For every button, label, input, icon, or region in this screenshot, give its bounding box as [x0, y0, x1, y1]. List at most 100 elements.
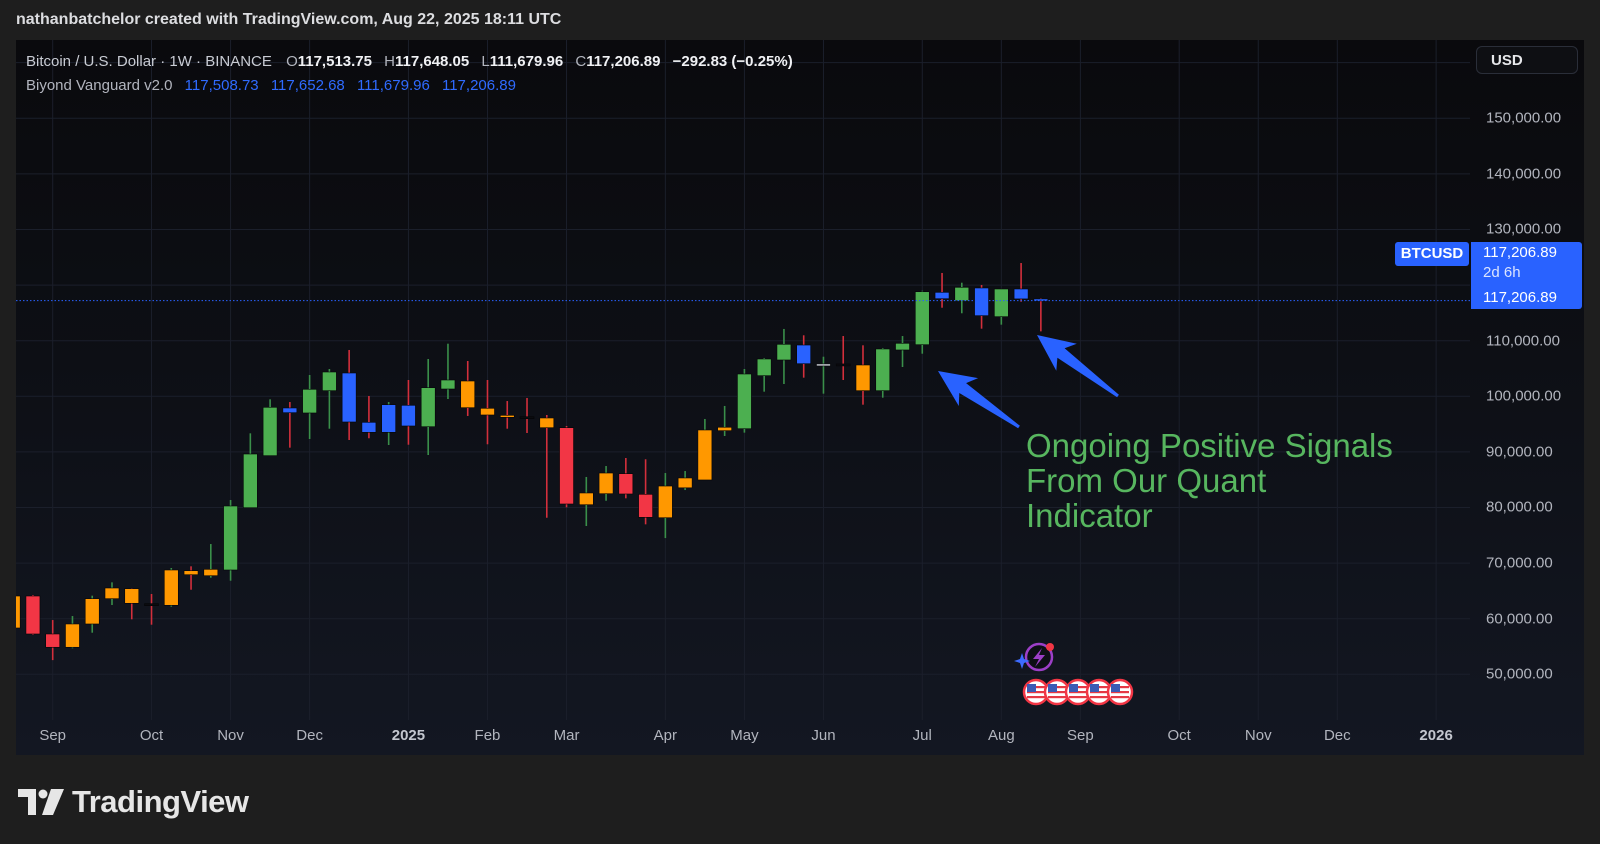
low-label: L [481, 53, 490, 70]
arrow-annotation[interactable] [938, 371, 1020, 429]
candle[interactable] [104, 582, 120, 606]
candle[interactable] [401, 380, 416, 445]
candle[interactable] [895, 336, 910, 367]
candle[interactable] [756, 357, 772, 392]
candle-body [914, 291, 930, 345]
candle[interactable] [480, 380, 495, 445]
close-value: 117,206.89 [586, 53, 661, 70]
candle[interactable] [677, 471, 693, 491]
candle[interactable] [796, 335, 812, 378]
candle-body [262, 407, 278, 456]
candle[interactable] [618, 458, 634, 499]
candle-body [25, 595, 41, 635]
symbol-title[interactable]: Bitcoin / U.S. Dollar · 1W · BINANCE [26, 53, 272, 70]
candle-body [243, 453, 258, 509]
candle[interactable] [875, 347, 891, 398]
candle-body [559, 427, 574, 505]
time-axis-label: Sep [39, 727, 67, 744]
candle[interactable] [776, 328, 792, 385]
candle[interactable] [559, 425, 574, 508]
candle[interactable] [737, 368, 752, 433]
candle[interactable] [539, 414, 555, 518]
candle[interactable] [45, 620, 61, 661]
candle-body [697, 429, 713, 481]
candle-body [598, 472, 614, 495]
candle[interactable] [855, 345, 871, 405]
candle-body [796, 344, 812, 365]
time-axis-label: 2025 [391, 727, 426, 744]
candle[interactable] [697, 418, 713, 481]
us-flag-icon[interactable] [1106, 678, 1134, 706]
candle[interactable] [144, 594, 159, 625]
candle-body [855, 364, 871, 391]
candle-body [618, 473, 634, 495]
candle-body [756, 358, 772, 376]
currency-button[interactable]: USD [1476, 46, 1578, 74]
candle[interactable] [322, 368, 337, 429]
candle-body [1033, 298, 1049, 302]
us-flag-icon[interactable] [1043, 678, 1071, 706]
candle[interactable] [717, 405, 732, 436]
candle-body [717, 426, 732, 431]
candle-body [183, 570, 199, 576]
tradingview-logo[interactable]: TradingView [18, 784, 249, 820]
candle-body [816, 363, 831, 367]
candle[interactable] [460, 360, 476, 416]
arrow-annotation[interactable] [1037, 335, 1119, 398]
candle[interactable] [124, 588, 140, 620]
candle[interactable] [262, 399, 278, 456]
candle[interactable] [499, 401, 515, 429]
candle[interactable] [361, 396, 377, 439]
candle-body [420, 387, 436, 428]
candle[interactable] [65, 616, 80, 649]
candle[interactable] [835, 336, 851, 380]
time-axis-label: Sep [1067, 727, 1094, 744]
candle[interactable] [282, 402, 298, 448]
candle[interactable] [974, 284, 989, 329]
candle-body [144, 603, 159, 606]
candle[interactable] [341, 349, 357, 440]
candle-body [737, 373, 752, 430]
us-flag-icon[interactable] [1064, 678, 1092, 706]
candle[interactable] [183, 566, 199, 590]
event-markers[interactable] [1014, 642, 1134, 706]
candle[interactable] [934, 272, 950, 308]
candle[interactable] [381, 402, 396, 445]
candle-body [974, 287, 989, 316]
candle[interactable] [579, 476, 594, 527]
candle[interactable] [658, 473, 673, 539]
candle[interactable] [1033, 298, 1049, 332]
lightning-event-icon[interactable] [1014, 642, 1054, 672]
candle[interactable] [914, 290, 930, 354]
candle[interactable] [84, 595, 100, 633]
symbol-price-tag: BTCUSD [1395, 242, 1469, 266]
candle[interactable] [519, 397, 535, 433]
candle[interactable] [440, 343, 456, 400]
candle[interactable] [223, 499, 238, 581]
candle[interactable] [243, 433, 258, 509]
last-price-label: 117,206.89 2d 6h 117,206.89 [1471, 242, 1582, 309]
candle-body [45, 633, 61, 648]
time-axis-label: Feb [474, 727, 501, 744]
time-axis-label: Nov [217, 727, 244, 744]
candle[interactable] [163, 567, 179, 607]
candle[interactable] [1013, 263, 1029, 302]
candle[interactable] [598, 466, 614, 501]
us-flag-icon[interactable] [1085, 678, 1113, 706]
candle-body [934, 292, 950, 300]
candle[interactable] [25, 595, 41, 635]
low-value: 111,679.96 [489, 53, 564, 70]
candle-body [361, 422, 377, 433]
indicator-name[interactable]: Biyond Vanguard v2.0 [26, 77, 173, 94]
candle[interactable] [994, 288, 1009, 325]
candle[interactable] [638, 459, 653, 525]
candle[interactable] [6, 595, 21, 630]
time-axis-label: May [730, 727, 759, 744]
candle[interactable] [816, 356, 831, 394]
candle-body [658, 485, 673, 519]
candle[interactable] [203, 544, 219, 578]
candle[interactable] [302, 374, 317, 439]
candle[interactable] [420, 358, 436, 456]
candle[interactable] [954, 282, 970, 314]
